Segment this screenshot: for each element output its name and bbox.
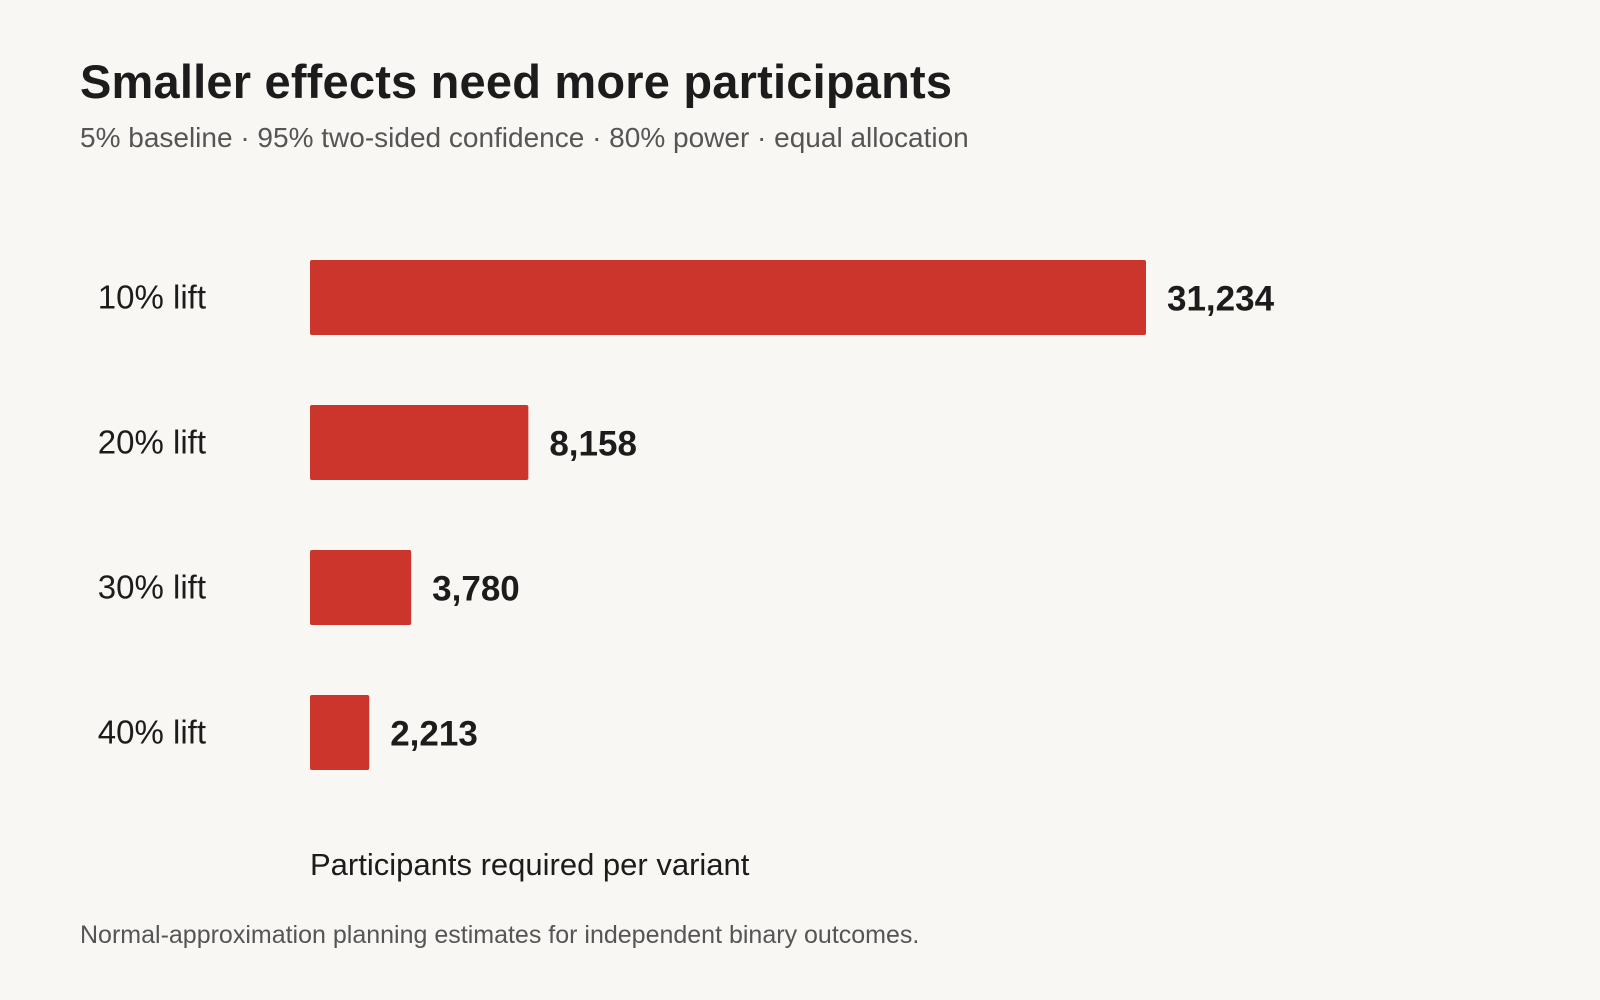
footnote: Normal-approximation planning estimates … (80, 921, 920, 949)
value-label: 31,234 (1167, 280, 1275, 319)
bar (310, 405, 529, 480)
bar (310, 260, 1146, 335)
bar (310, 550, 412, 625)
category-label: 30% lift (98, 569, 206, 606)
chart-title: Smaller effects need more participants (80, 55, 953, 108)
chart-subtitle: 5% baseline · 95% two-sided confidence ·… (80, 122, 969, 153)
value-label: 8,158 (549, 425, 637, 464)
x-axis-label: Participants required per variant (310, 847, 750, 882)
category-label: 10% lift (98, 279, 206, 316)
category-label: 20% lift (98, 424, 206, 461)
bars-layer: 10% lift 31,234 20% lift 8,158 30% lift 3,780… (98, 260, 1275, 770)
value-label: 3,780 (432, 570, 520, 609)
category-label: 40% lift (98, 714, 206, 751)
bar (310, 695, 370, 770)
value-label: 2,213 (390, 715, 478, 754)
